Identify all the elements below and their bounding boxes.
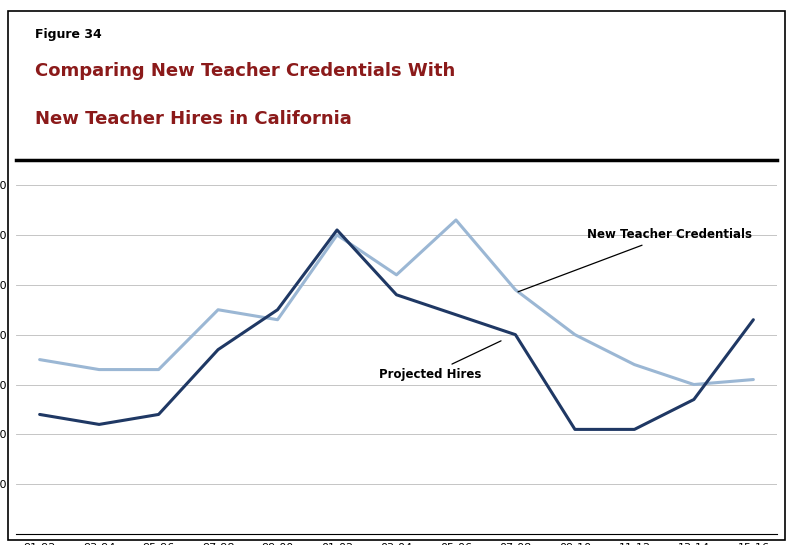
Text: Comparing New Teacher Credentials With: Comparing New Teacher Credentials With: [35, 62, 455, 80]
Text: Projected Hires: Projected Hires: [379, 341, 501, 381]
Text: Figure 34: Figure 34: [35, 28, 102, 41]
Text: New Teacher Credentials: New Teacher Credentials: [518, 228, 752, 292]
Text: New Teacher Hires in California: New Teacher Hires in California: [35, 110, 351, 128]
